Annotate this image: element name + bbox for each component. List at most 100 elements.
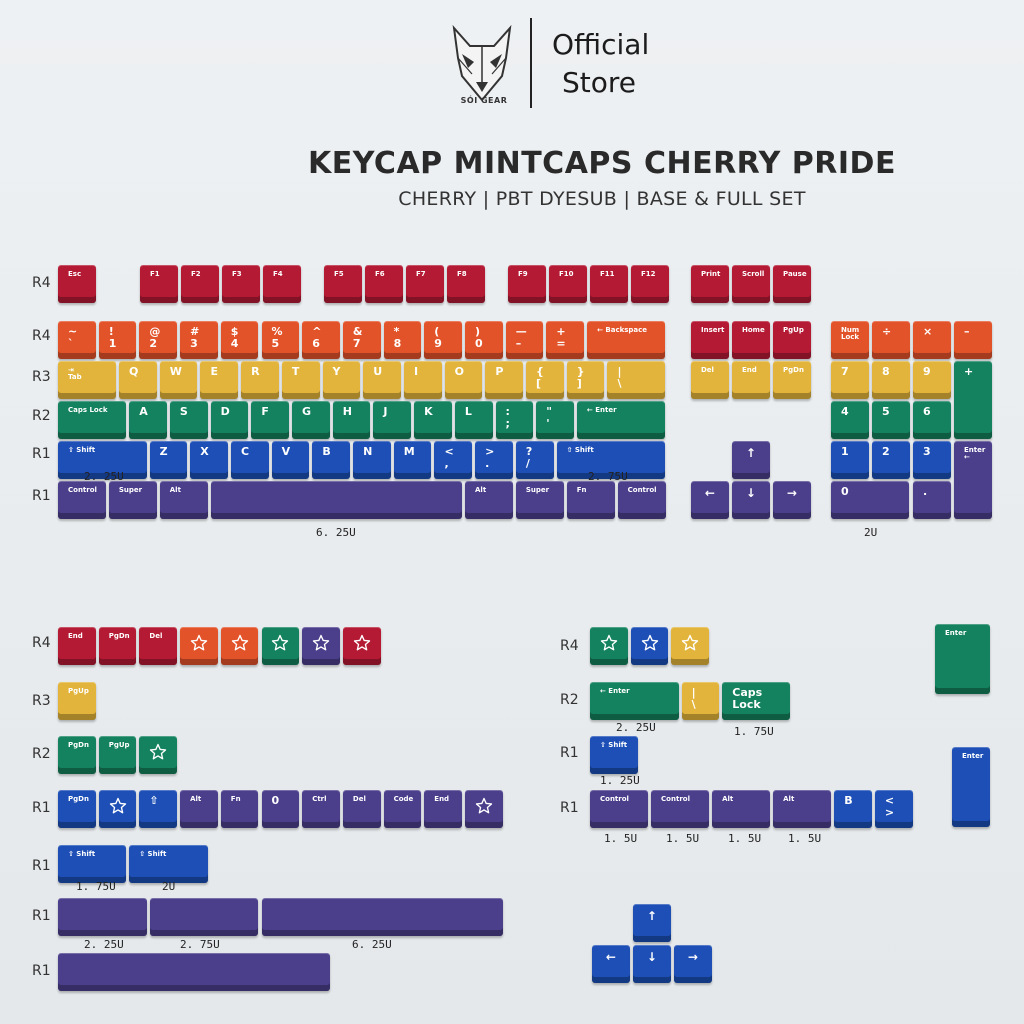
key-extra: Del <box>139 627 178 665</box>
keycap-legend: ↓ <box>646 950 657 964</box>
row-profile-label: R1 <box>32 908 51 924</box>
keycap-legend: Home <box>742 326 765 334</box>
key-arrow-left: ← <box>592 945 630 983</box>
keycap-legend: Enter ← <box>964 446 986 462</box>
key-right-control: Control <box>617 481 666 519</box>
key-alpha: Z <box>149 441 188 479</box>
key-extra: PgDn <box>58 790 96 828</box>
key-num1: 1 <box>831 441 869 479</box>
key-shift-2: ⇧ Shift <box>129 845 208 883</box>
key-size-label: 6. 25U <box>352 938 392 951</box>
keycap-legend: Esc <box>68 270 82 278</box>
key-size-label: 1. 5U <box>788 832 822 845</box>
star-icon <box>109 797 126 814</box>
key-spacebar <box>210 481 462 519</box>
keycap-star <box>261 627 300 665</box>
key-arrow-down: ↓ <box>633 945 671 983</box>
keycap-legend: ÷ <box>882 325 892 338</box>
key-iso-enter: Enter <box>935 624 990 694</box>
keycap-star <box>98 790 137 828</box>
keycap-legend: ? / <box>525 445 533 470</box>
keycap-legend: Caps Lock <box>732 686 763 711</box>
keycap-legend: ↑ <box>646 909 657 923</box>
key-arrow-down: ↓ <box>732 481 770 519</box>
keycap-legend: U <box>373 365 383 378</box>
key-esc: Esc <box>58 265 96 303</box>
keycap-legend: N <box>363 445 373 458</box>
brand-divider <box>530 18 532 108</box>
keycap-legend: Control <box>600 795 629 803</box>
key-size-label: 2. 25U <box>84 470 124 483</box>
key-num2: 2 <box>872 441 910 479</box>
key-tab: ⇥ Tab <box>58 361 117 399</box>
keycap-legend: | \ <box>617 365 622 390</box>
keycap-legend: ^ 6 <box>312 325 322 350</box>
keycap-legend: End <box>68 632 83 640</box>
row-profile-label: R1 <box>32 488 51 504</box>
keycap-legend: # 3 <box>190 325 200 350</box>
key-f12: F12 <box>631 265 669 303</box>
key-extra-pgup: PgUp <box>58 682 96 720</box>
key-num0: 0 <box>831 481 910 519</box>
star-icon <box>231 634 248 651</box>
key-alpha: D <box>210 401 249 439</box>
key-alpha: K <box>414 401 452 439</box>
key-alpha: R <box>241 361 279 399</box>
keycap-legend: ( 9 <box>434 325 442 350</box>
key-del: Del <box>691 361 729 399</box>
key-extra: Code <box>383 790 422 828</box>
keycap-legend: PgDn <box>108 632 130 640</box>
key-size-label: 2. 75U <box>588 470 628 483</box>
key-space-long <box>58 953 330 991</box>
keycap-legend: F8 <box>457 270 467 278</box>
key-numlock: Num Lock <box>831 321 869 359</box>
key-f8: F8 <box>447 265 485 303</box>
key-number-row: ( 9 <box>424 321 462 359</box>
keycap-legend: ⇧ Shift <box>600 741 628 749</box>
keycap-legend: G <box>302 405 312 418</box>
keycap-star <box>180 627 218 665</box>
keycap-legend: Alt <box>722 795 734 803</box>
keycap-legend: 0 <box>841 485 849 498</box>
key-extra: Fn <box>220 790 259 828</box>
key-alpha: W <box>159 361 198 399</box>
keycap-star <box>220 627 259 665</box>
key-alpha: T <box>281 361 320 399</box>
key-alpha: Q <box>119 361 157 399</box>
keycap-legend: B <box>844 794 853 807</box>
keycap-star <box>590 627 628 665</box>
keycap-legend: Del <box>149 632 163 640</box>
key-enter: ← Enter <box>576 401 666 439</box>
key-alpha: J <box>373 401 412 439</box>
keycap-legend: Insert <box>701 326 725 334</box>
key-num9: 9 <box>913 361 951 399</box>
keycap-star <box>630 627 669 665</box>
key-extra: Alt <box>773 790 832 828</box>
keycap-legend: PgUp <box>108 741 130 749</box>
keycap-legend: PgUp <box>68 687 89 695</box>
key-extra: End <box>424 790 462 828</box>
keycap-legend: X <box>200 445 209 458</box>
keycap-legend: * 8 <box>393 325 402 350</box>
key-num3: 3 <box>913 441 951 479</box>
keycap-legend: A <box>139 405 148 418</box>
keycap-legend: ⇧ Shift <box>68 446 96 454</box>
key-size-label: 2. 25U <box>616 721 656 734</box>
keycap-legend: ← Backspace <box>597 326 648 334</box>
keycap-legend: Control <box>68 486 97 494</box>
keycap-legend: & 7 <box>352 325 363 350</box>
keycap-legend: < , <box>444 445 454 470</box>
key-f4: F4 <box>263 265 301 303</box>
star-icon <box>641 634 658 651</box>
key-end: End <box>732 361 770 399</box>
key-alpha: : ; <box>495 401 534 439</box>
key-size-label: 1. 75U <box>734 725 774 738</box>
key-number-row: $ 4 <box>220 321 259 359</box>
keycap-legend: F7 <box>416 270 426 278</box>
key-caps-175: Caps Lock <box>722 682 791 720</box>
keycap-legend: J <box>383 405 388 418</box>
keycap-legend: × <box>923 325 933 338</box>
key-num6: 6 <box>913 401 951 439</box>
keycap-legend: F9 <box>518 270 528 278</box>
keycap-legend: Z <box>159 445 168 458</box>
